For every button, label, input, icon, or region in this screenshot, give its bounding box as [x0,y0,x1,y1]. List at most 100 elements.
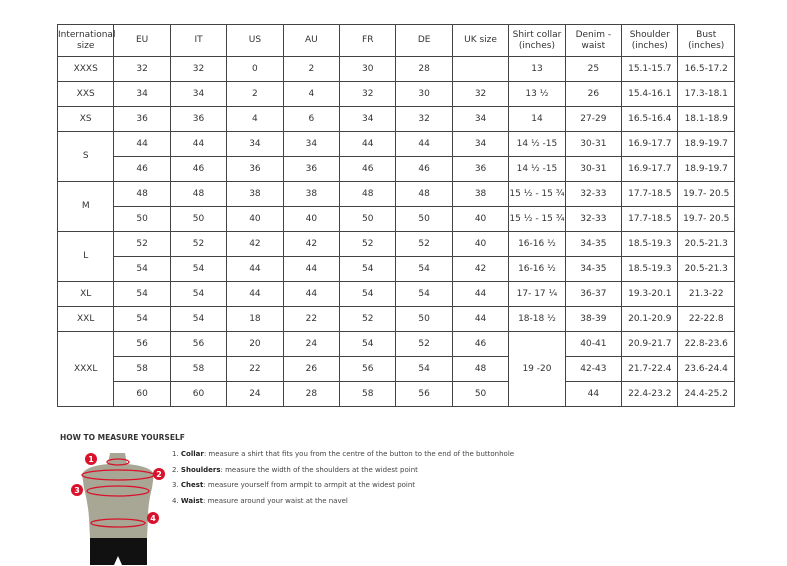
table-cell: 56 [169,331,228,357]
table-row: 46 46 36 36 46 46 36 14 ½ -15 30-31 16.9-17.7 18.9… [58,156,735,182]
table-cell: 13 ½ [508,81,566,107]
table-cell: 54 [113,256,171,282]
table-row: XXS 34 34 2 4 32 30 32 13 ½ 26 15.4-16.1 17.3-18.1 [56,81,735,107]
table-cell: 32-33 [564,181,623,207]
table-cell: 24 [226,381,284,407]
how-to-measure-title: HOW TO MEASURE YOURSELF [60,433,185,442]
table-cell: 42 [226,231,284,257]
table-cell: 28 [282,381,341,407]
size-chart-table: International size EU IT US AU FR DE UK size Shi… [56,24,735,407]
table-cell: 38 [451,181,510,207]
international-size-cell: S [56,131,115,182]
table-cell: 28 [395,56,453,82]
table-cell: 52 [339,306,397,332]
table-cell: 30 [395,81,453,107]
table-cell: 0 [226,56,284,82]
table-cell: 19 -20 [508,331,566,407]
column-header: International size [56,24,115,57]
column-header: Denim - waist [564,24,623,57]
table-cell: 14 ½ -15 [508,156,566,182]
table-row: 54 54 44 44 54 54 42 16-16 ½ 34-35 18.5-19.3 20.5-… [58,256,735,282]
table-cell: 18.5-19.3 [621,231,679,257]
table-cell: 16.5-17.2 [677,56,735,82]
table-cell: 48 [339,181,397,207]
step-num: 1. [172,450,179,458]
table-cell: 38-39 [564,306,623,332]
table-cell: 34 [169,81,228,107]
international-size-cell: XS [56,106,115,132]
step-label: Collar [180,450,204,458]
table-cell: 44 [226,256,284,282]
marker-1: 1 [88,455,94,464]
table-cell: 34 [226,131,284,157]
marker-3: 3 [74,486,80,495]
table-cell: 22 [282,306,341,332]
table-cell: 24.4-25.2 [677,381,735,407]
international-size-cell: XXXS [56,56,115,82]
step-collar: 1. Collar: measure a shirt that fits you… [172,450,514,466]
table-cell: 18.5-19.3 [621,256,679,282]
table-cell: 34 [113,81,171,107]
table-cell: 13 [508,56,566,82]
table-cell: 36 [451,156,510,182]
table-cell: 36-37 [564,281,623,307]
table-cell: 38 [282,181,341,207]
table-cell: 54 [339,281,397,307]
table-cell: 15 ½ - 15 ¾ [508,206,566,232]
table-cell: 46 [395,156,453,182]
table-cell: 34 [451,131,510,157]
table-cell: 20.5-21.3 [677,256,735,282]
table-cell: 32 [451,81,510,107]
table-cell: 54 [113,281,171,307]
step-text: : measure the width of the shoulders at … [220,465,418,474]
table-cell: 18 [226,306,284,332]
column-header: FR [339,24,397,57]
table-cell: 30-31 [564,131,623,157]
table-cell: 32 [169,56,228,82]
table-cell: 54 [169,256,228,282]
table-cell: 42 [451,256,510,282]
table-cell: 40 [226,206,284,232]
column-header: US [226,24,284,57]
table-cell: 54 [339,256,397,282]
table-cell: 46 [113,156,171,182]
table-cell: 34-35 [564,256,623,282]
step-label: Shoulders [180,465,221,474]
column-header: DE [395,24,453,57]
table-cell: 4 [226,106,284,132]
table-cell: 54 [395,356,453,382]
table-cell: 50 [169,206,228,232]
table-cell: 48 [113,181,171,207]
table-cell: 46 [169,156,228,182]
table-cell: 40-41 [564,331,623,357]
table-cell: 21.7-22.4 [621,356,679,382]
step-text: : measure around your waist at the navel [203,496,348,505]
column-header: AU [282,24,341,57]
step-text: : measure a shirt that fits you from the… [203,450,515,458]
step-num: 2. [172,465,179,474]
table-cell: 40 [451,206,510,232]
table-cell: 20.1-20.9 [621,306,679,332]
table-cell: 56 [395,381,453,407]
table-cell: 34 [339,106,397,132]
table-cell: 54 [395,281,453,307]
international-size-cell: M [56,181,115,232]
step-text: : measure yourself from armpit to armpit… [203,481,416,489]
table-cell: 52 [169,231,228,257]
table-cell: 50 [451,381,510,407]
table-cell: 44 [395,131,453,157]
table-cell: 18.9-19.7 [677,156,735,182]
table-cell: 20.5-21.3 [677,231,735,257]
table-cell: 2 [282,56,341,82]
table-row: XXXS 32 32 0 2 30 28 13 25 15.1-15.7 16.5-17.2 [56,56,735,82]
table-cell: 44 [451,281,510,307]
table-cell: 46 [451,331,510,357]
table-cell: 48 [169,181,228,207]
table-cell: 20.9-21.7 [621,331,679,357]
table-cell: 52 [395,331,453,357]
table-cell: 34 [282,131,341,157]
table-cell: 44 [282,281,341,307]
table-row: XXXL 56 56 20 24 54 52 46 19 -20 40-41 20.9-21.7 22… [56,331,735,407]
table-cell: 54 [395,256,453,282]
header-row: International size EU IT US AU FR DE UK size Shi… [56,24,735,57]
